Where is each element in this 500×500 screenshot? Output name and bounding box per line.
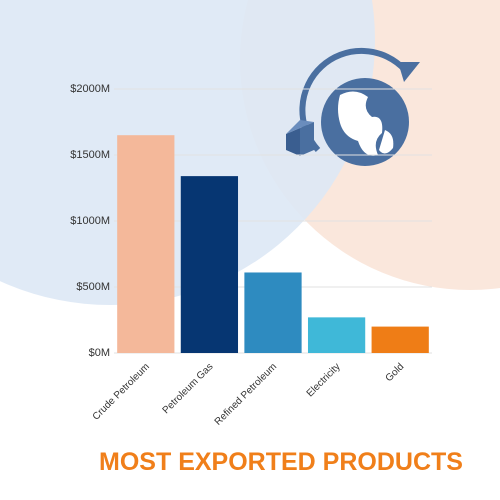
x-tick-label: Petroleum Gas <box>161 361 216 416</box>
bar <box>117 135 175 353</box>
y-tick-label: $0M <box>89 347 110 359</box>
x-tick-label: Gold <box>384 361 407 384</box>
globe-icon <box>286 47 420 166</box>
x-tick-label: Refined Petroleum <box>213 361 279 427</box>
y-tick-label: $500M <box>76 281 110 293</box>
y-tick-label: $1500M <box>70 149 110 161</box>
bar <box>180 176 239 353</box>
y-tick-label: $2000M <box>70 83 110 95</box>
bar <box>307 317 366 353</box>
chart-title: MOST EXPORTED PRODUCTS <box>99 448 463 476</box>
x-tick-label: Crude Petroleum <box>91 361 152 422</box>
y-tick-label: $1000M <box>70 215 110 227</box>
x-tick-label: Electricity <box>305 361 343 399</box>
bar <box>244 272 302 353</box>
bar <box>371 326 429 353</box>
